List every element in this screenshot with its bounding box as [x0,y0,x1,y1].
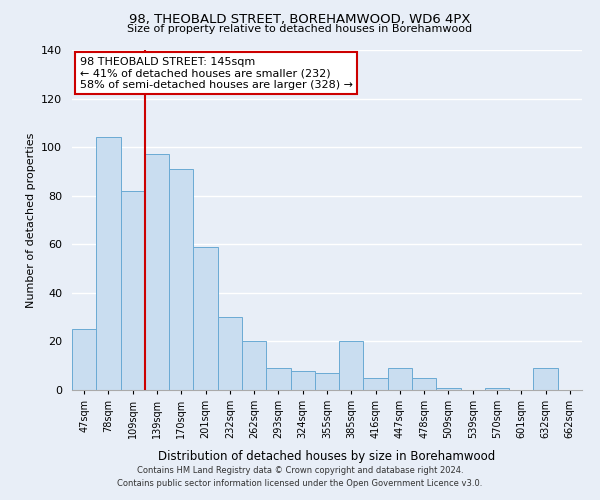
Bar [315,373,339,390]
Bar [266,368,290,390]
Bar [193,246,218,390]
Text: Size of property relative to detached houses in Borehamwood: Size of property relative to detached ho… [127,24,473,34]
Bar [485,388,509,390]
Text: 98, THEOBALD STREET, BOREHAMWOOD, WD6 4PX: 98, THEOBALD STREET, BOREHAMWOOD, WD6 4P… [129,12,471,26]
Bar [436,388,461,390]
Bar [533,368,558,390]
Bar [290,370,315,390]
Bar [72,330,96,390]
Bar [218,317,242,390]
Bar [242,342,266,390]
Bar [339,342,364,390]
Y-axis label: Number of detached properties: Number of detached properties [26,132,35,308]
X-axis label: Distribution of detached houses by size in Borehamwood: Distribution of detached houses by size … [158,450,496,462]
Bar [364,378,388,390]
Bar [121,191,145,390]
Bar [145,154,169,390]
Text: Contains HM Land Registry data © Crown copyright and database right 2024.
Contai: Contains HM Land Registry data © Crown c… [118,466,482,487]
Bar [412,378,436,390]
Bar [96,138,121,390]
Bar [169,169,193,390]
Text: 98 THEOBALD STREET: 145sqm
← 41% of detached houses are smaller (232)
58% of sem: 98 THEOBALD STREET: 145sqm ← 41% of deta… [80,57,353,90]
Bar [388,368,412,390]
